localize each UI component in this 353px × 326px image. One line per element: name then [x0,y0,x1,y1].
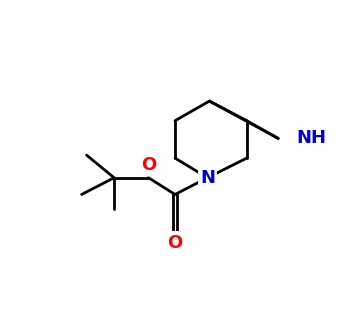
Text: N: N [200,169,215,187]
Text: O: O [141,156,156,174]
Text: NH: NH [296,129,326,147]
Text: O: O [167,234,183,252]
